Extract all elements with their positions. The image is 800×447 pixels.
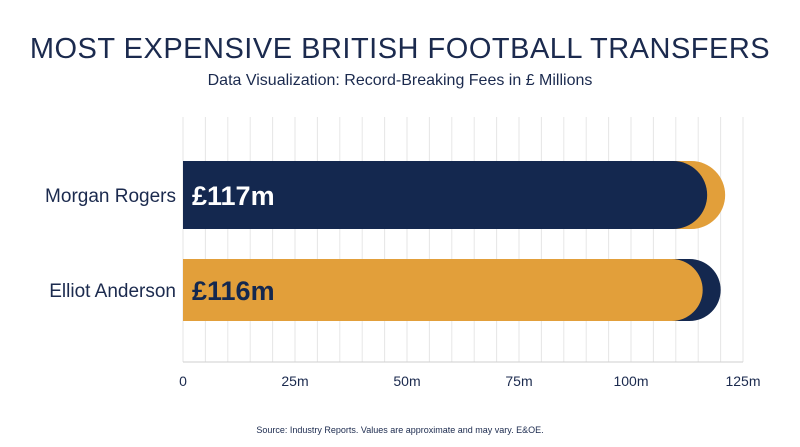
x-tick-label: 125m [725, 373, 760, 389]
x-tick-label: 50m [393, 373, 420, 389]
chart-title: MOST EXPENSIVE BRITISH FOOTBALL TRANSFER… [29, 33, 771, 65]
category-label: Elliot Anderson [49, 281, 176, 302]
x-tick-label: 75m [505, 373, 532, 389]
chart-subtitle: Data Visualization: Record-Breaking Fees… [207, 72, 593, 89]
bar [183, 259, 703, 321]
source-note: Source: Industry Reports. Values are app… [256, 425, 544, 435]
category-label: Morgan Rogers [45, 186, 176, 207]
data-label: £117m [192, 181, 275, 211]
bar [183, 161, 708, 229]
x-tick-label: 100m [613, 373, 648, 389]
x-tick-label: 0 [179, 373, 187, 389]
data-label: £116m [192, 276, 275, 306]
x-tick-label: 25m [281, 373, 308, 389]
